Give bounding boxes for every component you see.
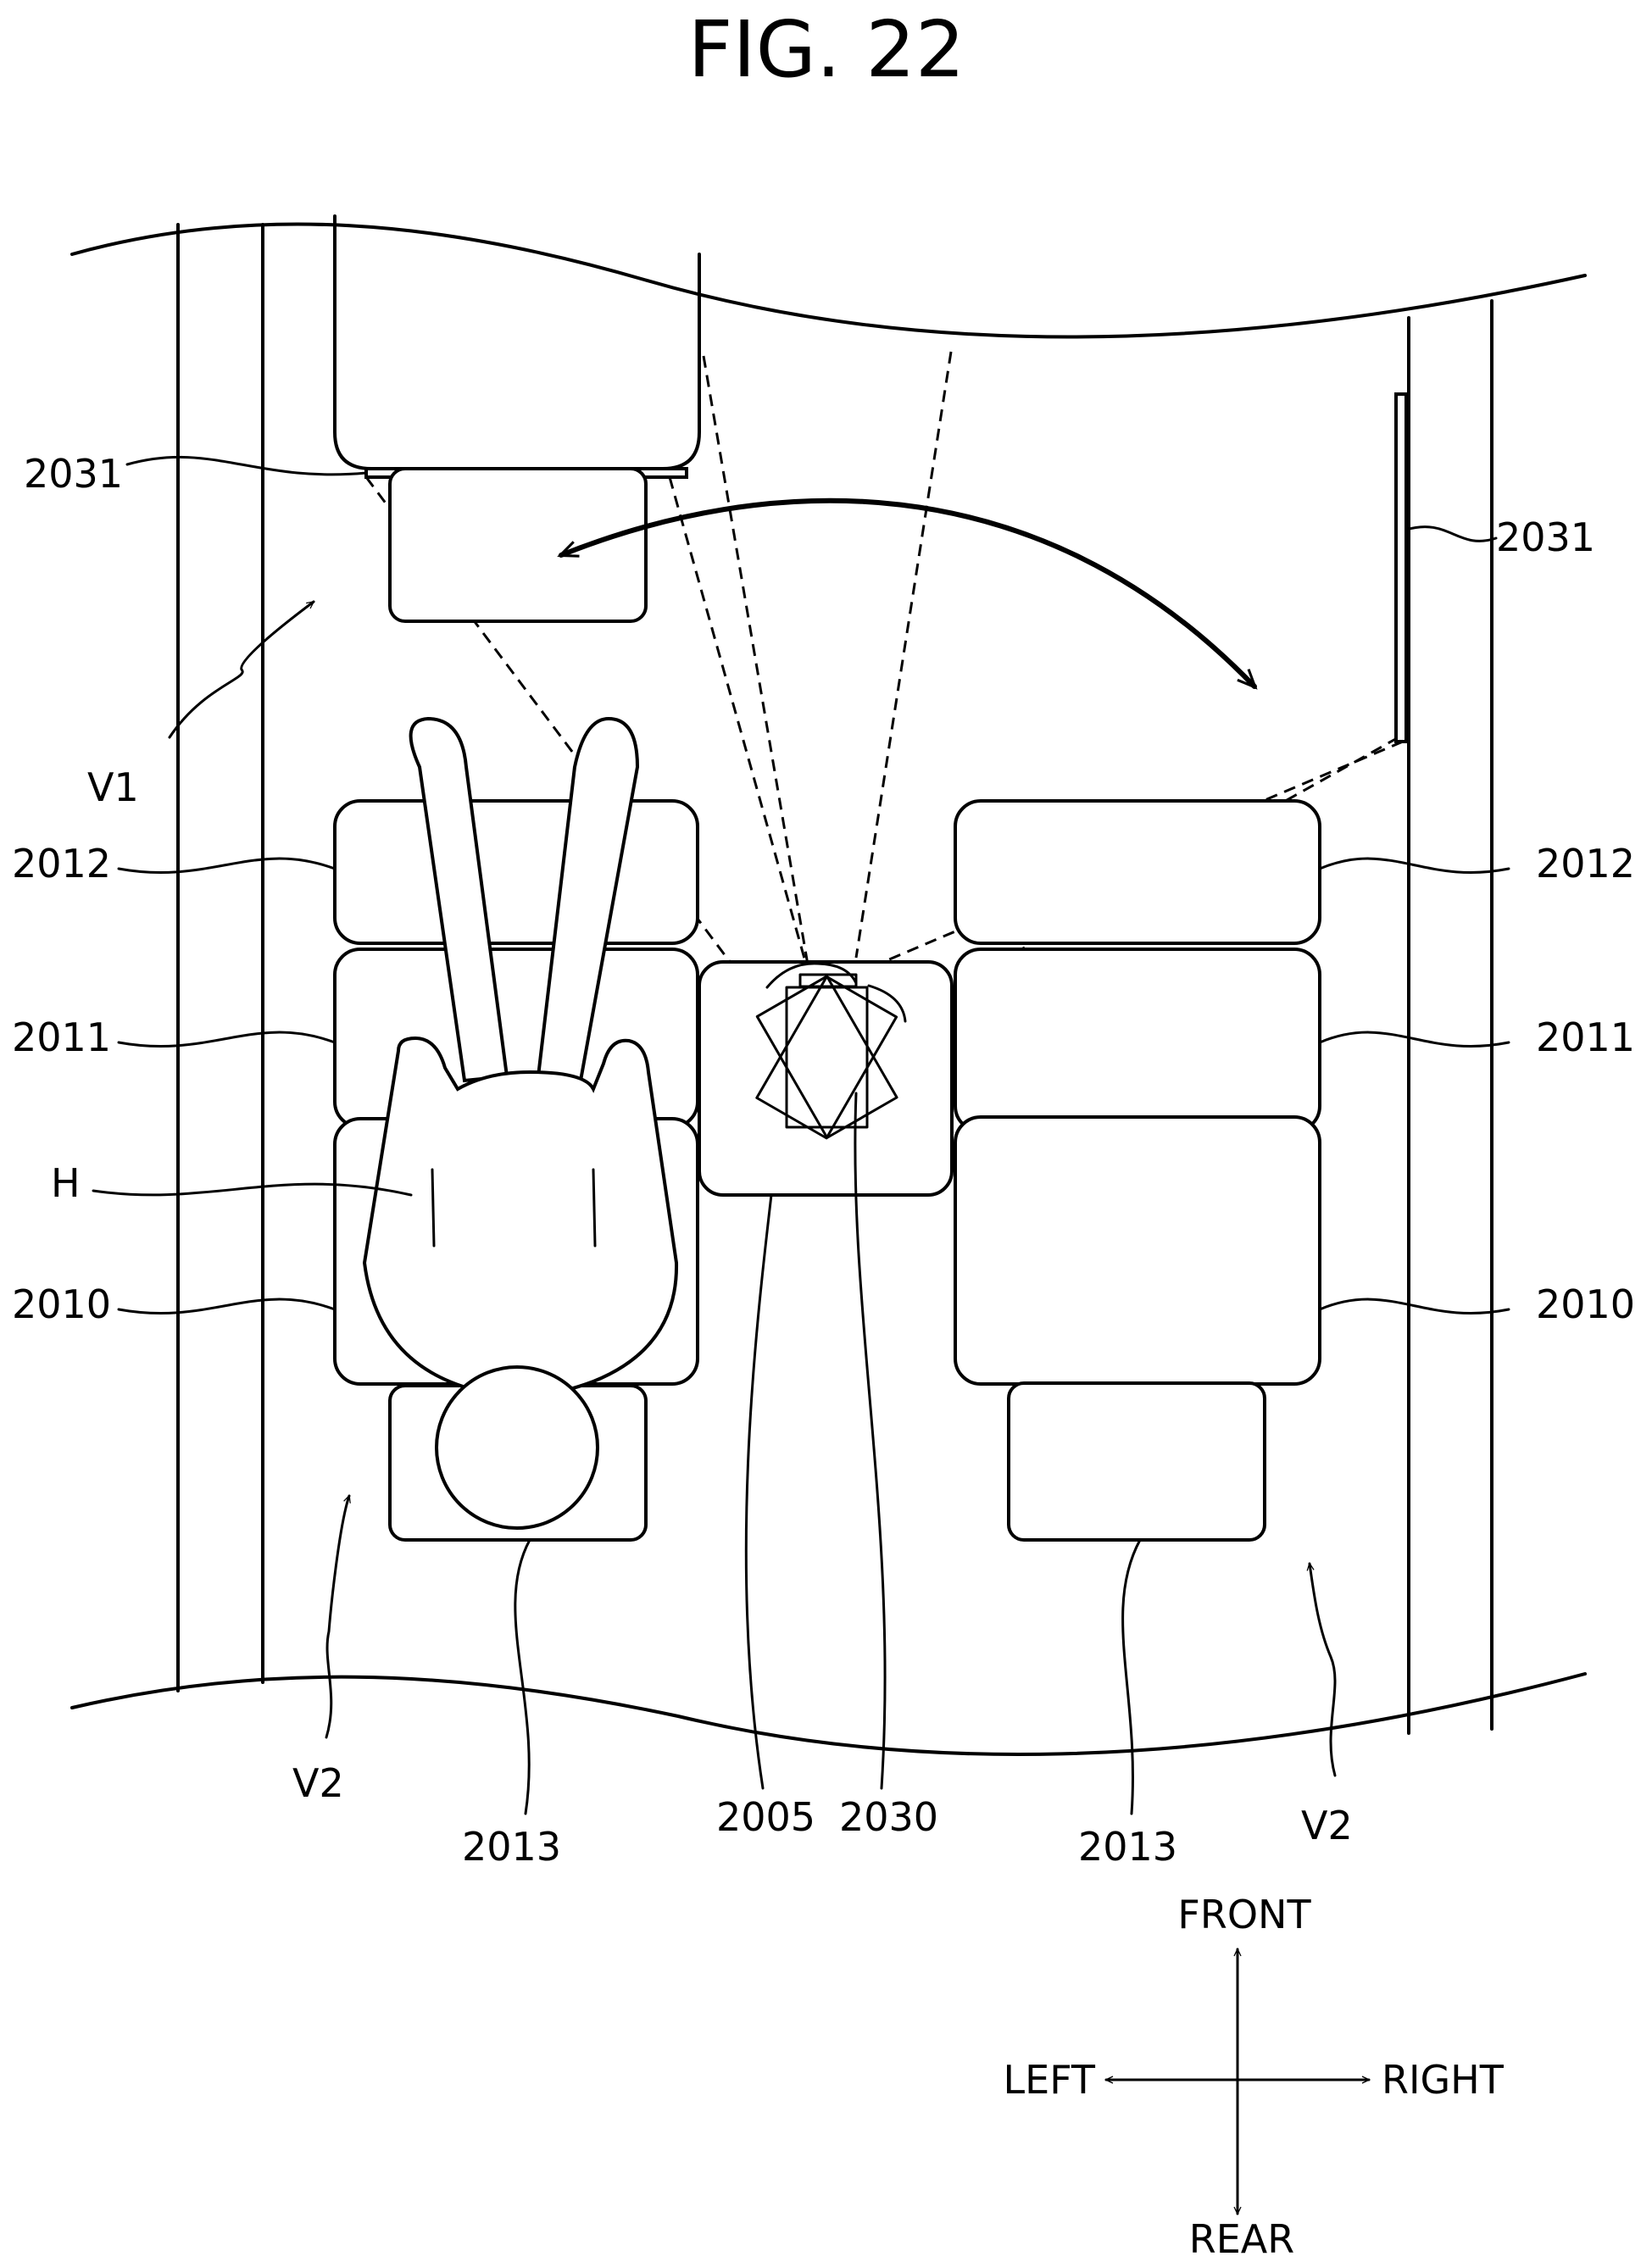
label-2031-right: 2031 — [1496, 514, 1595, 560]
v1-pointer-arrow — [170, 602, 314, 737]
cabin-bottom-cut-line — [72, 1674, 1585, 1754]
ottoman-2013-right — [1009, 1383, 1265, 1540]
label-2011-left: 2011 — [12, 1014, 111, 1060]
label-2005: 2005 — [716, 1794, 815, 1840]
cushion-2010-right — [955, 1117, 1320, 1384]
center-console-2005 — [699, 962, 952, 1195]
v2-right-pointer-arrow — [1310, 1564, 1335, 1776]
occupant-torso — [364, 1038, 676, 1397]
label-2013-right: 2013 — [1078, 1824, 1177, 1870]
label-h: H — [51, 1160, 81, 1206]
compass-rear: REAR — [1189, 2216, 1294, 2262]
label-2010-right: 2010 — [1536, 1281, 1635, 1327]
direction-arrows-icon — [1106, 1949, 1369, 2214]
label-v2-right: V2 — [1301, 1803, 1353, 1848]
right-seat — [955, 801, 1320, 1540]
label-2012-right: 2012 — [1536, 841, 1635, 886]
headrest-2012-left — [335, 801, 698, 943]
label-2011-right: 2011 — [1536, 1014, 1635, 1060]
label-v2-left: V2 — [292, 1760, 344, 1806]
compass-front: FRONT — [1177, 1892, 1311, 1937]
label-2031-left: 2031 — [24, 451, 123, 497]
label-2012-left: 2012 — [12, 841, 111, 886]
v2-left-pointer-arrow — [326, 1496, 349, 1737]
dashboard — [335, 216, 699, 469]
label-2013-left: 2013 — [462, 1824, 561, 1870]
display-2031-right — [1396, 394, 1406, 742]
front-seat-block — [390, 469, 646, 621]
cabin-top-cut-line — [72, 224, 1585, 336]
compass-left: LEFT — [1004, 2057, 1096, 2103]
occupant-head — [437, 1367, 598, 1528]
headrest-2012-right — [955, 801, 1320, 943]
label-2010-left: 2010 — [12, 1281, 111, 1327]
figure-title: FIG. 22 — [688, 4, 965, 95]
backrest-2011-right — [955, 949, 1320, 1131]
label-2030: 2030 — [839, 1794, 938, 1840]
label-v1: V1 — [87, 764, 139, 810]
compass-right: RIGHT — [1382, 2057, 1505, 2103]
rotation-arrow-icon — [561, 501, 1254, 686]
